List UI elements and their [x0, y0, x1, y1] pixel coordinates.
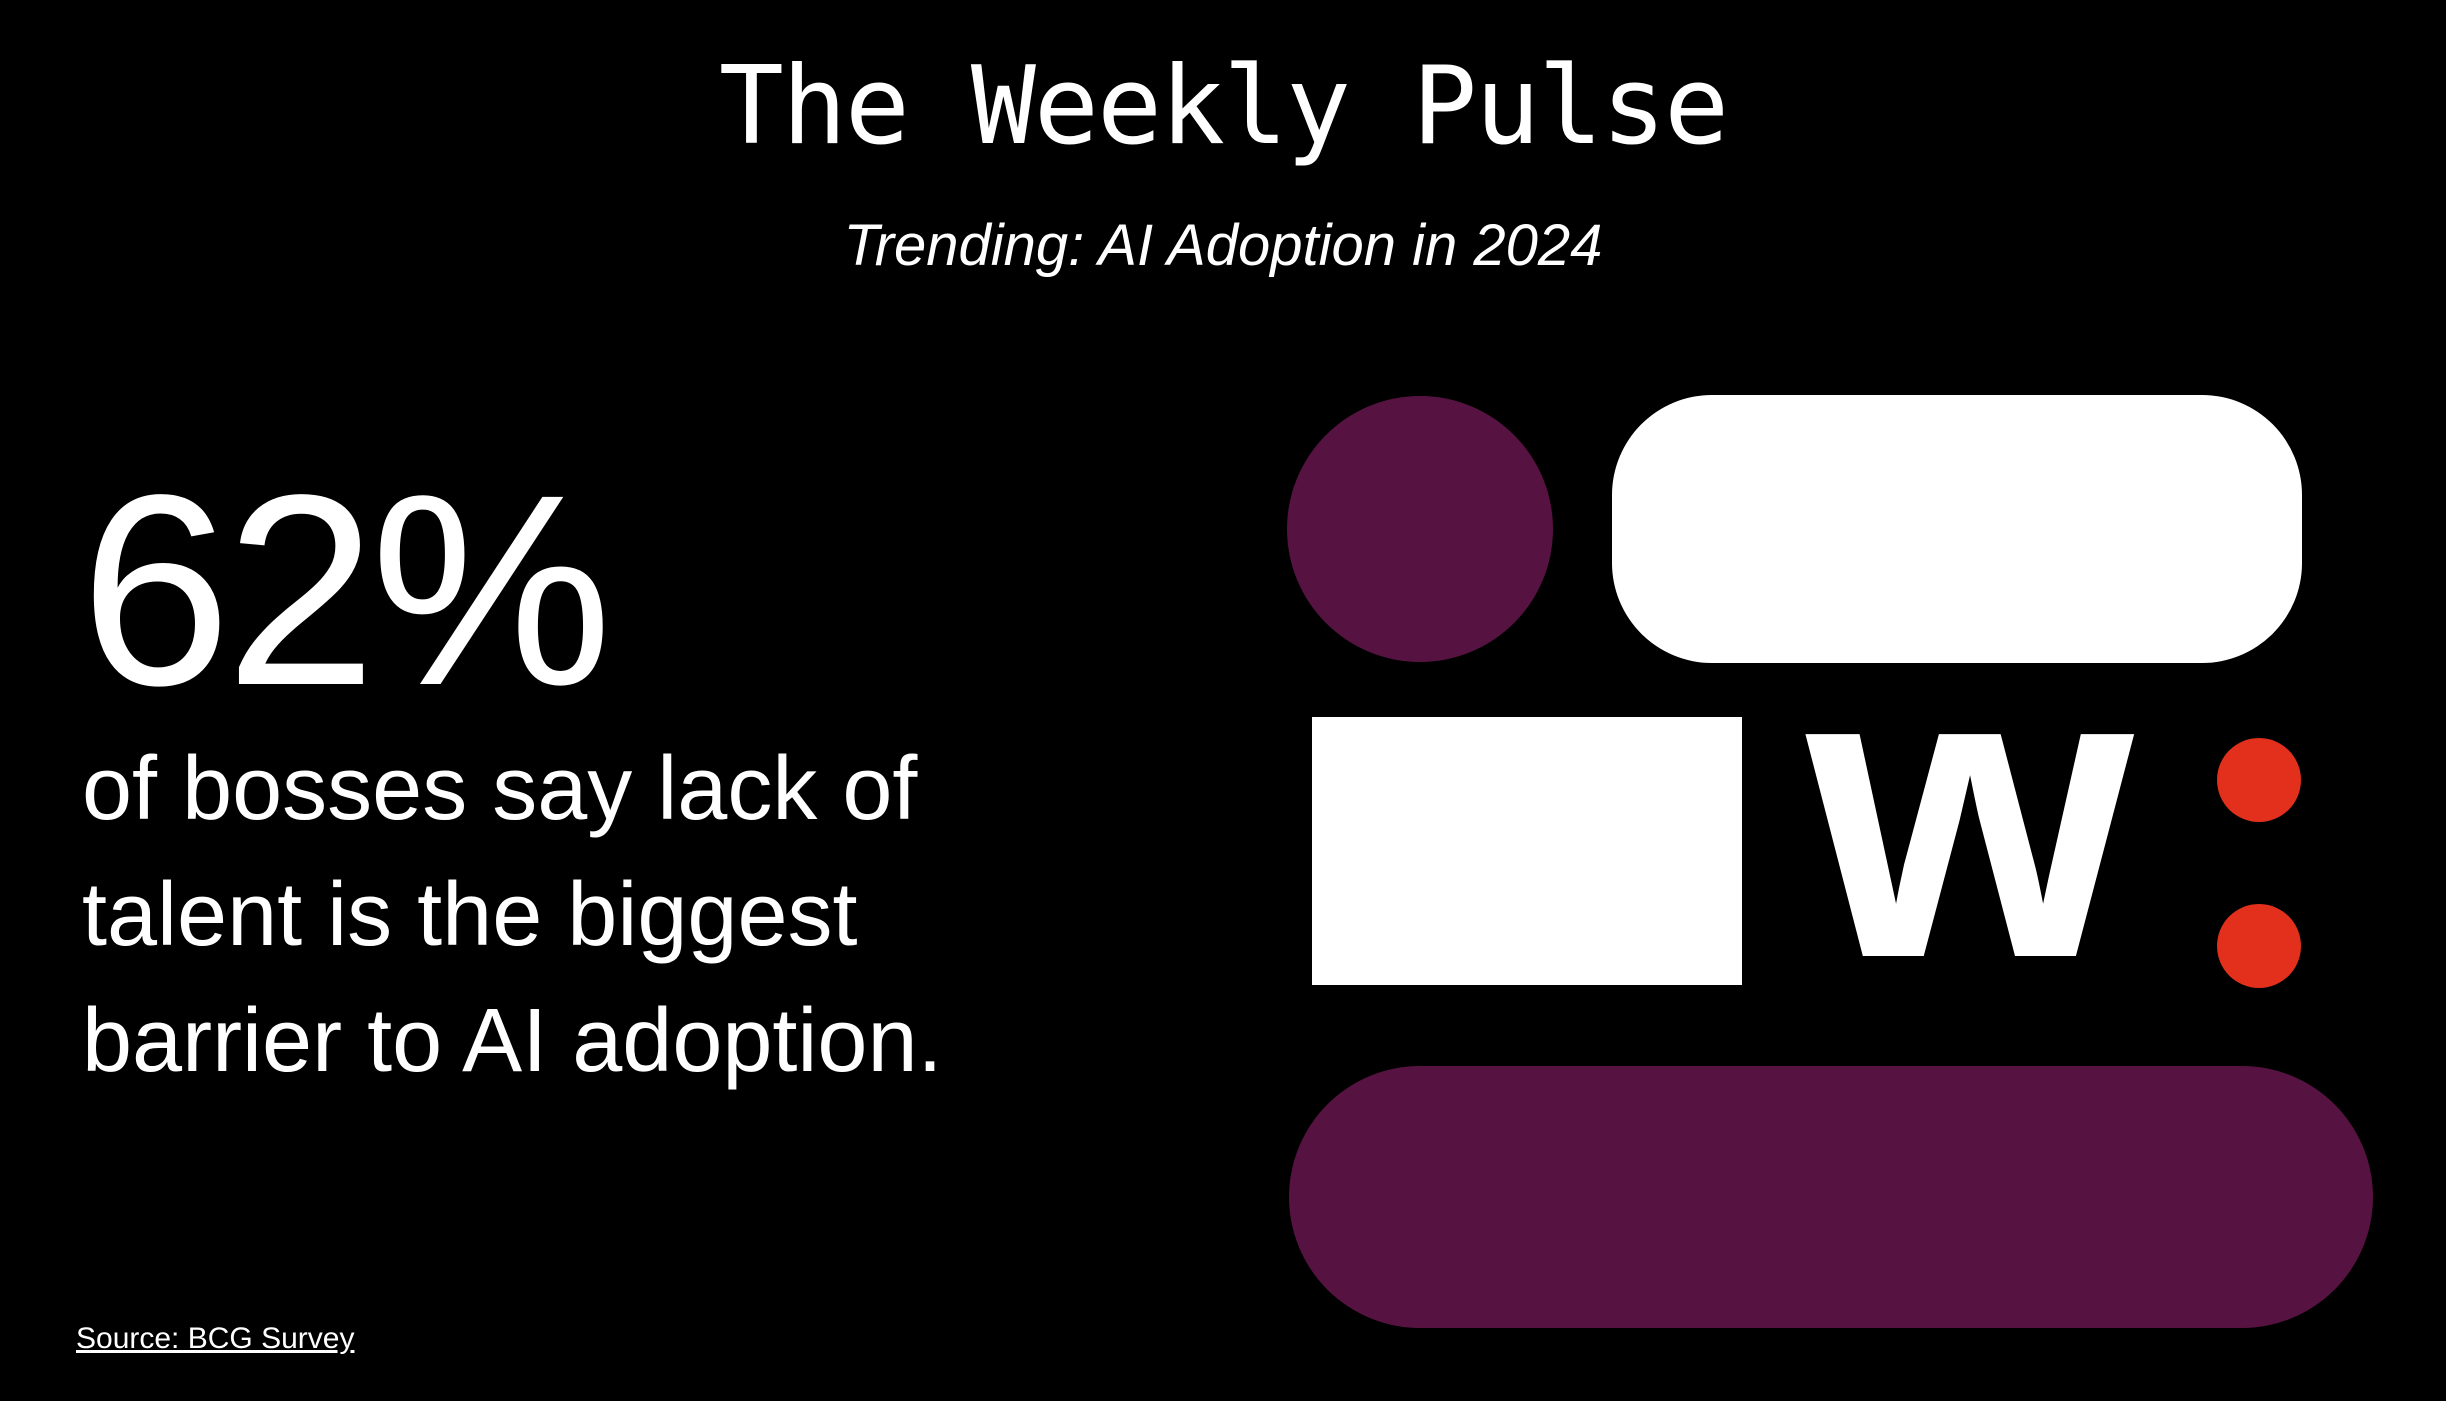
logo-white-pill	[1612, 395, 2302, 663]
logo-plum-circle	[1287, 396, 1553, 662]
logo-plum-pill	[1289, 1066, 2373, 1328]
page-title: The Weekly Pulse	[718, 44, 1729, 169]
stat-value: 62%	[80, 438, 612, 742]
logo-letter: w	[1800, 577, 2135, 1046]
page-subtitle: Trending: AI Adoption in 2024	[843, 213, 1603, 278]
logo-red-dot-bottom	[2217, 904, 2301, 988]
source-link[interactable]: Source: BCG Survey	[76, 1322, 355, 1355]
stat-description: of bosses say lack of talent is the bigg…	[82, 739, 943, 1091]
logo-red-dot-top	[2217, 738, 2301, 822]
logo-white-square	[1312, 717, 1742, 985]
